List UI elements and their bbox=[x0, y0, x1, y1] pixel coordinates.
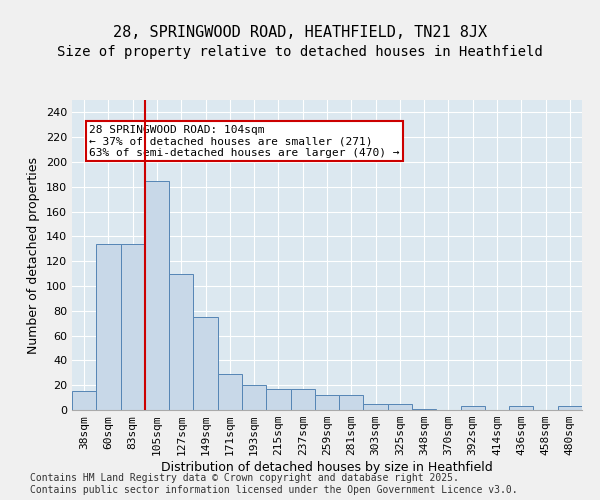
Bar bbox=[339, 395, 364, 410]
Text: Contains HM Land Registry data © Crown copyright and database right 2025.
Contai: Contains HM Land Registry data © Crown c… bbox=[30, 474, 518, 495]
Text: 28, SPRINGWOOD ROAD, HEATHFIELD, TN21 8JX: 28, SPRINGWOOD ROAD, HEATHFIELD, TN21 8J… bbox=[113, 25, 487, 40]
Bar bbox=[364, 404, 388, 410]
Y-axis label: Number of detached properties: Number of detached properties bbox=[28, 156, 40, 354]
Bar bbox=[509, 406, 533, 410]
Bar bbox=[266, 389, 290, 410]
Bar bbox=[558, 406, 582, 410]
Bar bbox=[388, 404, 412, 410]
Bar bbox=[145, 180, 169, 410]
Bar bbox=[96, 244, 121, 410]
Text: Size of property relative to detached houses in Heathfield: Size of property relative to detached ho… bbox=[57, 45, 543, 59]
Bar bbox=[315, 395, 339, 410]
Bar bbox=[218, 374, 242, 410]
Bar bbox=[121, 244, 145, 410]
Bar bbox=[169, 274, 193, 410]
Bar bbox=[242, 385, 266, 410]
Bar bbox=[72, 392, 96, 410]
Bar bbox=[193, 317, 218, 410]
Bar bbox=[412, 409, 436, 410]
Bar bbox=[461, 406, 485, 410]
Bar bbox=[290, 389, 315, 410]
Text: 28 SPRINGWOOD ROAD: 104sqm
← 37% of detached houses are smaller (271)
63% of sem: 28 SPRINGWOOD ROAD: 104sqm ← 37% of deta… bbox=[89, 125, 400, 158]
X-axis label: Distribution of detached houses by size in Heathfield: Distribution of detached houses by size … bbox=[161, 461, 493, 474]
